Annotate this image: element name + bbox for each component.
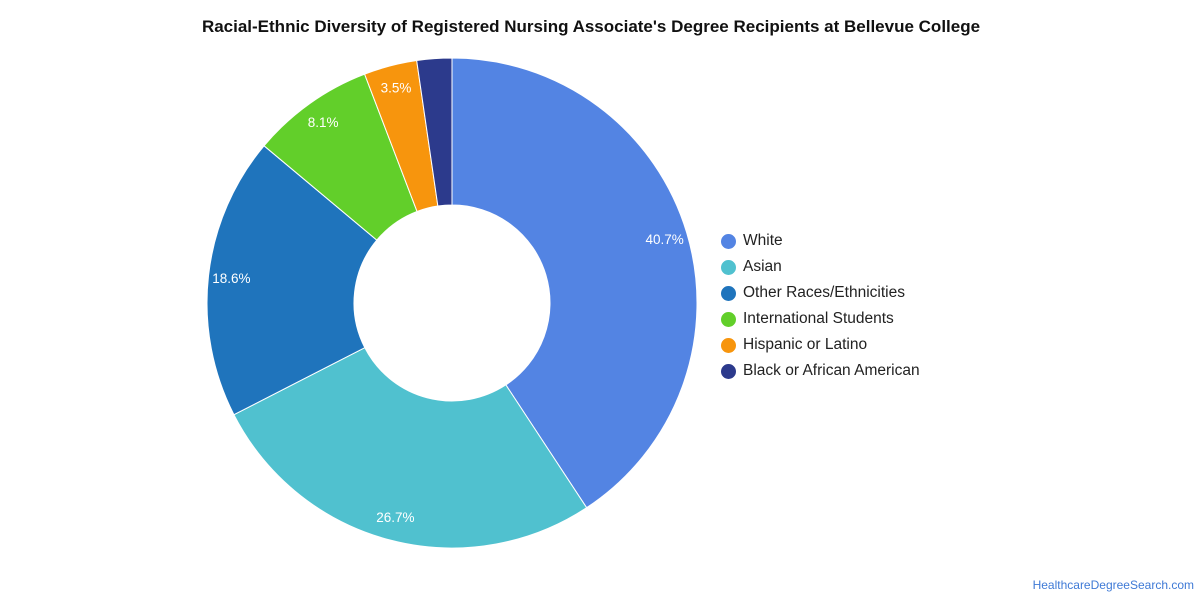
legend-swatch-icon	[721, 337, 736, 353]
legend-swatch-icon	[721, 233, 736, 249]
legend-label: Hispanic or Latino	[743, 336, 868, 353]
chart-title: Racial-Ethnic Diversity of Registered Nu…	[201, 17, 981, 36]
slice-label-international-students: 8.1%	[308, 115, 339, 130]
donut-slice-asian[interactable]	[233, 346, 588, 549]
legend-item-white[interactable]: White	[721, 228, 920, 254]
legend-swatch-icon	[721, 259, 736, 275]
legend-label: Asian	[743, 258, 782, 275]
legend-item-international-students[interactable]: International Students	[721, 306, 920, 332]
chart-legend: White Asian Other Races/Ethnicities Interna…	[721, 228, 920, 384]
legend-label: White	[743, 232, 783, 249]
legend-swatch-icon	[721, 285, 736, 301]
slice-label-asian: 26.7%	[376, 510, 414, 525]
legend-label: Black or African American	[743, 362, 920, 379]
legend-item-black-or-african-american[interactable]: Black or African American	[721, 358, 920, 384]
source-link[interactable]: HealthcareDegreeSearch.com	[1032, 578, 1194, 592]
legend-swatch-icon	[721, 311, 736, 327]
legend-swatch-icon	[721, 363, 736, 379]
donut-slice-other-races-ethnicities[interactable]	[206, 145, 378, 416]
legend-label: International Students	[743, 310, 894, 327]
legend-label: Other Races/Ethnicities	[743, 284, 905, 301]
slice-label-white: 40.7%	[646, 232, 684, 247]
slice-label-other-races-ethnicities: 18.6%	[212, 271, 250, 286]
legend-item-hispanic-or-latino[interactable]: Hispanic or Latino	[721, 332, 920, 358]
donut-slice-black-or-african-american[interactable]	[416, 57, 453, 207]
legend-item-asian[interactable]: Asian	[721, 254, 920, 280]
slice-label-hispanic-or-latino: 3.5%	[381, 81, 412, 96]
legend-item-other-races-ethnicities[interactable]: Other Races/Ethnicities	[721, 280, 920, 306]
